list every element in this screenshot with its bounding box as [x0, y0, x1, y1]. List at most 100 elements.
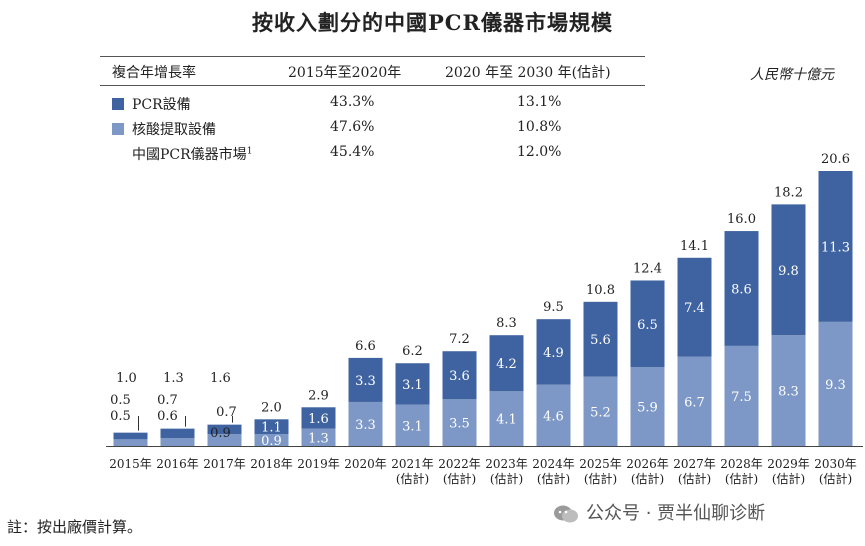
bar-pcr — [771, 204, 806, 336]
bar-pcr — [113, 432, 148, 440]
label-extraction: 6.7 — [684, 395, 705, 410]
label-extraction: 3.5 — [449, 417, 470, 432]
label-pcr: 5.6 — [590, 333, 611, 348]
tick-label: 2030年 — [814, 457, 857, 471]
bar-pcr — [724, 231, 759, 346]
label-pcr: 1.6 — [308, 412, 329, 427]
table-top-rule — [100, 56, 645, 57]
legend-label-market: 中國PCR儀器市場1 — [132, 144, 252, 164]
label-total: 10.8 — [586, 283, 615, 298]
label-extraction: 3.3 — [355, 418, 376, 433]
bar-extraction — [536, 384, 571, 446]
label-total: 8.3 — [496, 316, 517, 331]
bar-pcr — [395, 363, 430, 405]
bar-extraction — [771, 335, 806, 446]
bar-pcr — [254, 419, 289, 434]
tick-label: 2018年 — [250, 457, 293, 471]
label-pcr: 3.1 — [402, 378, 423, 393]
label-total: 16.0 — [727, 212, 756, 227]
bar-pcr — [677, 257, 712, 357]
label-total: 1.3 — [163, 371, 184, 386]
cagr-header-period2: 2020 年至 2030 年(估計) — [445, 65, 611, 81]
bar-pcr — [301, 407, 336, 429]
tick-label: 2015年 — [109, 457, 152, 471]
label-pcr: 4.2 — [496, 357, 517, 372]
label-total: 1.6 — [210, 371, 231, 386]
market-footnote-marker: 1 — [246, 146, 253, 157]
tick-label-sub: (估計) — [772, 471, 805, 486]
label-extraction: 0.9 — [261, 434, 282, 449]
label-pcr: 3.6 — [449, 369, 470, 384]
legend-swatch-extraction — [112, 123, 124, 135]
label-pcr: 1.1 — [261, 421, 282, 436]
label-pcr: 0.5 — [110, 393, 131, 408]
label-pcr: 8.6 — [731, 282, 752, 297]
tick-label: 2028年 — [720, 457, 763, 471]
legend-label-extraction: 核酸提取設備 — [132, 122, 216, 138]
cagr-header-label: 複合年增長率 — [112, 65, 196, 81]
tick-label-sub: (估計) — [443, 471, 476, 486]
label-total: 9.5 — [543, 300, 564, 315]
bar-pcr — [348, 357, 383, 402]
tick-label: 2020年 — [344, 457, 387, 471]
bar-extraction — [113, 439, 148, 446]
label-total: 6.6 — [355, 339, 376, 354]
footnote: 註：按出廠價計算。 — [7, 518, 143, 536]
bar-pcr — [536, 319, 571, 385]
legend-swatch-pcr — [112, 98, 124, 110]
label-total: 2.9 — [308, 388, 329, 403]
label-extraction: 9.3 — [825, 378, 846, 393]
bar-extraction — [818, 321, 853, 446]
label-extraction: 1.3 — [308, 431, 329, 446]
bar-pcr — [630, 280, 665, 368]
label-total: 18.2 — [774, 185, 803, 200]
tick-label: 2019年 — [297, 457, 340, 471]
tick-label-sub: (估計) — [584, 471, 617, 486]
tick-label: 2022年 — [438, 457, 481, 471]
tick-label-sub: (估計) — [631, 471, 664, 486]
bar-pcr — [818, 171, 853, 322]
tick-label-sub: (估計) — [490, 471, 523, 486]
tick-label: 2027年 — [673, 457, 716, 471]
label-extraction: 8.3 — [778, 385, 799, 400]
bar-extraction — [207, 433, 242, 446]
bar-extraction — [254, 433, 289, 446]
legend-label-pcr: PCR設備 — [132, 97, 191, 113]
tick-label-sub: (估計) — [537, 471, 570, 486]
label-total: 14.1 — [680, 239, 709, 254]
cagr-header-period1: 2015年至2020年 — [288, 65, 402, 81]
label-total: 2.0 — [261, 400, 282, 415]
label-pcr: 11.3 — [821, 240, 850, 255]
tick-label: 2017年 — [203, 457, 246, 471]
label-extraction: 0.9 — [210, 426, 231, 441]
bar-pcr — [207, 424, 242, 434]
label-extraction: 4.6 — [543, 409, 564, 424]
bar-extraction — [442, 399, 477, 446]
bar-extraction — [301, 428, 336, 446]
bar-extraction — [489, 391, 524, 446]
label-pcr: 4.9 — [543, 346, 564, 361]
label-pcr: 6.5 — [637, 318, 658, 333]
label-extraction: 3.1 — [402, 419, 423, 434]
bar-pcr — [489, 335, 524, 392]
tick-label: 2024年 — [532, 457, 575, 471]
tick-label: 2029年 — [767, 457, 810, 471]
tick-label-sub: (估計) — [819, 471, 852, 486]
bar-extraction — [724, 345, 759, 446]
bar-extraction — [677, 356, 712, 446]
market-label-text: 中國PCR儀器市場 — [132, 147, 247, 163]
label-extraction: 0.6 — [157, 409, 178, 424]
label-total: 6.2 — [402, 344, 423, 359]
label-pcr: 7.4 — [684, 301, 705, 316]
cagr-extraction-2020-2030: 10.8% — [517, 119, 562, 135]
bar-pcr — [160, 428, 195, 438]
bar-extraction — [583, 376, 618, 446]
label-pcr: 0.7 — [157, 393, 178, 408]
tick-label-sub: (估計) — [396, 471, 429, 486]
label-extraction: 5.2 — [590, 405, 611, 420]
label-total: 7.2 — [449, 332, 470, 347]
tick-label-sub: (估計) — [678, 471, 711, 486]
wechat-icon — [554, 505, 578, 523]
tick-label: 2025年 — [579, 457, 622, 471]
label-total: 20.6 — [821, 152, 850, 167]
